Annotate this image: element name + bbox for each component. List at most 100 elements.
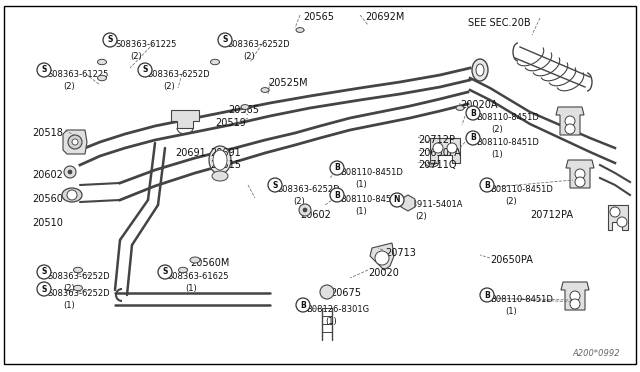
Circle shape (466, 131, 480, 145)
Text: 20650PA: 20650PA (418, 148, 461, 158)
Text: 20525M: 20525M (268, 78, 308, 88)
Text: B: B (334, 164, 340, 173)
Circle shape (268, 178, 282, 192)
Circle shape (72, 139, 78, 145)
Circle shape (158, 265, 172, 279)
Ellipse shape (74, 267, 83, 273)
Text: S08363-61225: S08363-61225 (48, 70, 109, 79)
Text: S: S (42, 285, 47, 294)
Text: B08126-8301G: B08126-8301G (306, 305, 369, 314)
Text: (2): (2) (243, 52, 255, 61)
Text: (2): (2) (163, 82, 175, 91)
Text: 20713: 20713 (385, 248, 416, 258)
Circle shape (565, 116, 575, 126)
Text: 20602: 20602 (32, 170, 63, 180)
Ellipse shape (74, 285, 83, 291)
Text: S: S (42, 267, 47, 276)
Circle shape (67, 190, 77, 200)
Text: (1): (1) (491, 150, 503, 159)
Text: (2): (2) (505, 197, 516, 206)
Ellipse shape (476, 64, 484, 76)
Circle shape (320, 285, 334, 299)
Ellipse shape (97, 59, 106, 65)
Circle shape (575, 169, 585, 179)
Text: (2): (2) (63, 82, 75, 91)
Circle shape (575, 177, 585, 187)
Circle shape (37, 282, 51, 296)
Text: 20602: 20602 (300, 210, 331, 220)
Circle shape (103, 33, 117, 47)
Text: 20712PA: 20712PA (530, 210, 573, 220)
Text: 20565: 20565 (228, 105, 259, 115)
Text: N: N (394, 196, 400, 205)
Circle shape (303, 208, 307, 212)
Circle shape (375, 251, 389, 265)
Ellipse shape (212, 171, 228, 181)
Text: (1): (1) (63, 301, 75, 310)
Circle shape (480, 288, 494, 302)
Text: S08363-6252D: S08363-6252D (278, 185, 340, 194)
Text: (1): (1) (355, 180, 367, 189)
Text: B08110-8451D: B08110-8451D (490, 185, 553, 194)
Text: 20712P: 20712P (418, 135, 455, 145)
Circle shape (299, 204, 311, 216)
Ellipse shape (261, 87, 269, 92)
Polygon shape (566, 160, 594, 188)
Text: 20692M: 20692M (365, 12, 404, 22)
Text: 20518: 20518 (32, 128, 63, 138)
Circle shape (565, 124, 575, 134)
Text: 20650PA: 20650PA (490, 255, 533, 265)
Polygon shape (171, 110, 199, 128)
Ellipse shape (179, 267, 188, 273)
Text: S08363-6252D: S08363-6252D (148, 70, 211, 79)
Text: 20691: 20691 (175, 148, 205, 158)
Polygon shape (63, 130, 87, 154)
Text: (1): (1) (185, 284, 196, 293)
Circle shape (330, 161, 344, 175)
Circle shape (296, 298, 310, 312)
Text: A200*0992: A200*0992 (572, 349, 620, 358)
Text: (1): (1) (355, 207, 367, 216)
Text: S08363-61625: S08363-61625 (168, 272, 230, 281)
Text: B: B (470, 134, 476, 142)
Circle shape (138, 63, 152, 77)
Ellipse shape (213, 150, 227, 170)
Text: S08363-6252D: S08363-6252D (48, 272, 111, 281)
Text: SEE SEC.20B: SEE SEC.20B (468, 18, 531, 28)
Text: 20515: 20515 (210, 160, 241, 170)
Text: 20711Q: 20711Q (418, 160, 456, 170)
Circle shape (37, 63, 51, 77)
Text: (2): (2) (293, 197, 305, 206)
Circle shape (390, 193, 404, 207)
Text: B: B (484, 180, 490, 189)
Text: S: S (272, 180, 278, 189)
Polygon shape (430, 138, 460, 163)
Text: (1): (1) (325, 317, 337, 326)
Polygon shape (608, 205, 628, 230)
Text: B08110-8451D: B08110-8451D (490, 295, 553, 304)
Text: 20565: 20565 (303, 12, 334, 22)
Polygon shape (561, 282, 589, 310)
Text: B08110-8451D: B08110-8451D (476, 113, 539, 122)
Circle shape (447, 143, 457, 153)
Text: (2): (2) (491, 125, 503, 134)
Circle shape (610, 207, 620, 217)
Ellipse shape (241, 105, 249, 109)
Text: (2): (2) (130, 52, 141, 61)
Circle shape (617, 217, 627, 227)
Polygon shape (370, 243, 394, 270)
Text: S08363-61225: S08363-61225 (115, 40, 177, 49)
Text: 20519: 20519 (215, 118, 246, 128)
Text: B: B (334, 190, 340, 199)
Circle shape (218, 33, 232, 47)
Ellipse shape (97, 75, 106, 81)
Circle shape (570, 291, 580, 301)
Text: (2): (2) (415, 212, 427, 221)
Circle shape (64, 166, 76, 178)
Circle shape (570, 299, 580, 309)
Text: S: S (142, 65, 148, 74)
Circle shape (68, 170, 72, 174)
Polygon shape (556, 107, 584, 135)
Text: (1): (1) (505, 307, 516, 316)
Ellipse shape (190, 257, 200, 263)
